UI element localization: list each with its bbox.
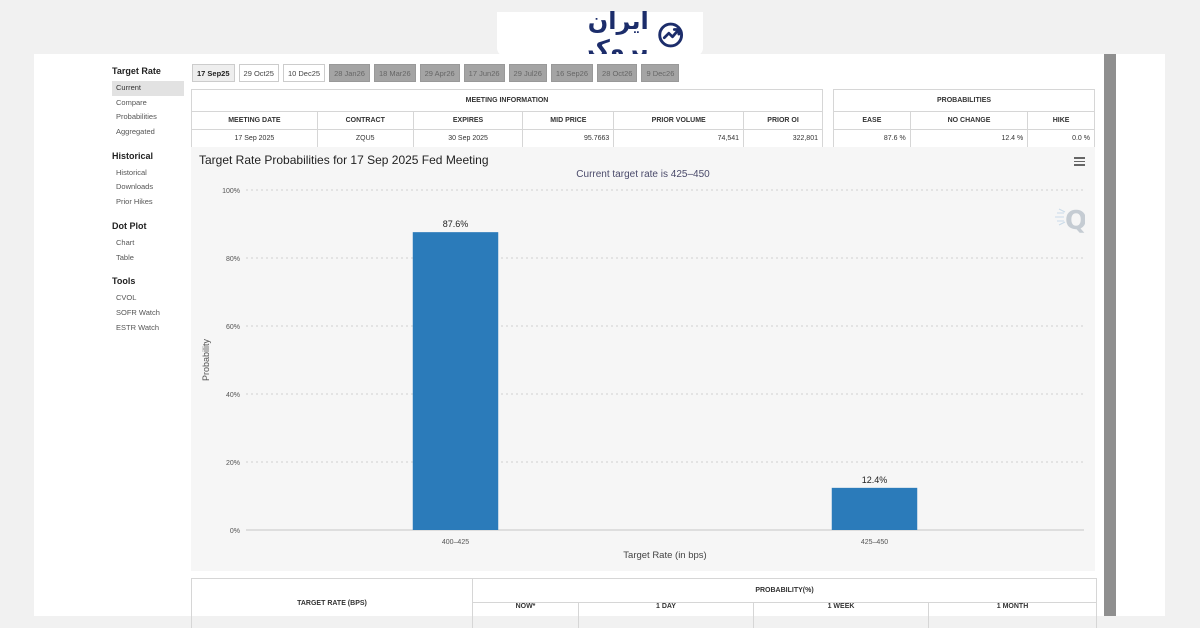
y-axis-label: Probability [201, 338, 211, 381]
column-header: HIKE [1027, 111, 1095, 130]
sidebar-item-current[interactable]: Current [112, 81, 184, 96]
tab-28-jan26[interactable]: 28 Jan26 [329, 64, 370, 82]
tab-17-sep25[interactable]: 17 Sep25 [192, 64, 235, 82]
expires-cell: 30 Sep 2025 [412, 129, 524, 148]
column-header: MID PRICE [522, 111, 615, 130]
tab-9-dec26[interactable]: 9 Dec26 [641, 64, 680, 82]
sidebar-item-aggregated[interactable]: Aggregated [116, 127, 155, 137]
sidebar-item-historical[interactable]: Historical [116, 167, 147, 177]
sidebar: Target Rate Current Compare Probabilitie… [112, 66, 184, 346]
x-axis-label: Target Rate (in bps) [623, 550, 706, 561]
column-header: 1 MONTH [928, 602, 1097, 628]
ease-cell: 87.6 % [833, 129, 911, 148]
sidebar-item-probabilities[interactable]: Probabilities [116, 112, 157, 122]
sidebar-heading: Target Rate [112, 66, 161, 76]
x-tick-label: 425–450 [861, 539, 888, 546]
y-tick-label: 80% [226, 256, 240, 263]
sidebar-item-table[interactable]: Table [116, 252, 134, 262]
column-header: EASE [833, 111, 911, 130]
vertical-scrollbar[interactable] [1104, 54, 1116, 616]
table-header-row: EASE NO CHANGE HIKE [833, 111, 1095, 130]
table-caption: MEETING INFORMATION [191, 89, 823, 112]
column-header: PROBABILITY(%) [472, 578, 1097, 603]
mid-price-cell: 95.7663 [522, 129, 615, 148]
column-header: PRIOR OI [743, 111, 823, 130]
x-tick-label: 400–425 [442, 539, 469, 546]
sidebar-group-tools: Tools CVOL SOFR Watch ESTR Watch [112, 276, 184, 335]
tab-29-jul26[interactable]: 29 Jul26 [508, 64, 547, 82]
tab-16-sep26[interactable]: 16 Sep26 [550, 64, 594, 82]
bar [412, 232, 499, 530]
tab-29-apr26[interactable]: 29 Apr26 [419, 64, 460, 82]
column-header: TARGET RATE (BPS) [191, 578, 473, 628]
sidebar-item-sofr-watch[interactable]: SOFR Watch [116, 307, 160, 317]
sidebar-item-cvol[interactable]: CVOL [116, 293, 137, 303]
tab-17-jun26[interactable]: 17 Jun26 [463, 64, 505, 82]
table-row: 17 Sep 2025 ZQU5 30 Sep 2025 95.7663 74,… [191, 129, 823, 148]
chart-title: Target Rate Probabilities for 17 Sep 202… [199, 153, 489, 167]
sidebar-group-historical: Historical Historical Downloads Prior Hi… [112, 151, 184, 210]
bar [831, 487, 918, 530]
chart-subtitle: Current target rate is 425–450 [576, 169, 710, 180]
contract-cell: ZQU5 [316, 129, 414, 148]
sidebar-group-dot-plot: Dot Plot Chart Table [112, 221, 184, 265]
hike-cell: 0.0 % [1027, 129, 1095, 148]
svg-text:Q: Q [1065, 206, 1085, 235]
probability-chart: Target Rate Probabilities for 17 Sep 202… [191, 147, 1095, 571]
sidebar-item-prior-hikes[interactable]: Prior Hikes [116, 197, 153, 207]
sidebar-item-estr-watch[interactable]: ESTR Watch [116, 322, 160, 332]
sidebar-item-downloads[interactable]: Downloads [116, 182, 154, 192]
sidebar-item-chart[interactable]: Chart [116, 237, 135, 247]
tab-28-oct26[interactable]: 28 Oct26 [597, 64, 638, 82]
chart-growth-icon [657, 22, 683, 48]
column-header: NO CHANGE [909, 111, 1029, 130]
y-tick-label: 0% [230, 528, 240, 535]
y-tick-label: 40% [226, 392, 240, 399]
chart-menu-icon[interactable] [1074, 157, 1085, 166]
brand-logo[interactable]: ایران بروکر [524, 7, 684, 63]
table-header-row: MEETING DATE CONTRACT EXPIRES MID PRICE … [191, 111, 823, 130]
probabilities-table: PROBABILITIES EASE NO CHANGE HIKE 87.6 %… [833, 89, 1095, 148]
y-tick-label: 20% [226, 460, 240, 467]
y-tick-label: 100% [222, 188, 240, 195]
meeting-date-cell: 17 Sep 2025 [191, 129, 318, 148]
target-rate-probability-table: TARGET RATE (BPS) PROBABILITY(%) NOW* 1 … [191, 578, 1097, 628]
sidebar-heading: Dot Plot [112, 220, 147, 231]
sidebar-item-compare[interactable]: Compare [116, 97, 147, 107]
y-tick-label: 60% [226, 324, 240, 331]
column-header: EXPIRES [412, 111, 524, 130]
chart-plot-area: 0% 20% 40% 60% 80% 100% 87.6% 400–425 12.4% 425–4… [201, 188, 1084, 561]
tab-10-dec25[interactable]: 10 Dec25 [282, 64, 326, 82]
prior-volume-cell: 74,541 [613, 129, 745, 148]
column-header: MEETING DATE [191, 111, 318, 130]
data-label: 12.4% [862, 475, 888, 485]
sidebar-group-target-rate: Target Rate Current Compare Probabilitie… [112, 66, 184, 140]
sidebar-heading: Historical [112, 150, 154, 161]
table-row: 87.6 % 12.4 % 0.0 % [833, 129, 1095, 148]
tab-29-oct25[interactable]: 29 Oct25 [238, 64, 279, 82]
column-header: 1 DAY [578, 602, 754, 628]
tab-18-mar26[interactable]: 18 Mar26 [373, 64, 416, 82]
column-header: PRIOR VOLUME [613, 111, 745, 130]
meeting-information-table: MEETING INFORMATION MEETING DATE CONTRAC… [191, 89, 823, 148]
meeting-date-tabs: 17 Sep25 29 Oct25 10 Dec25 28 Jan26 18 M… [192, 64, 680, 82]
data-label: 87.6% [443, 219, 469, 229]
table-caption: PROBABILITIES [833, 89, 1095, 112]
prior-oi-cell: 322,801 [743, 129, 823, 148]
column-header: NOW* [472, 602, 579, 628]
no-change-cell: 12.4 % [909, 129, 1029, 148]
sidebar-heading: Tools [112, 276, 136, 287]
column-header: 1 WEEK [753, 602, 929, 628]
watermark-q-icon: Q [1055, 206, 1085, 235]
column-header: CONTRACT [316, 111, 414, 130]
